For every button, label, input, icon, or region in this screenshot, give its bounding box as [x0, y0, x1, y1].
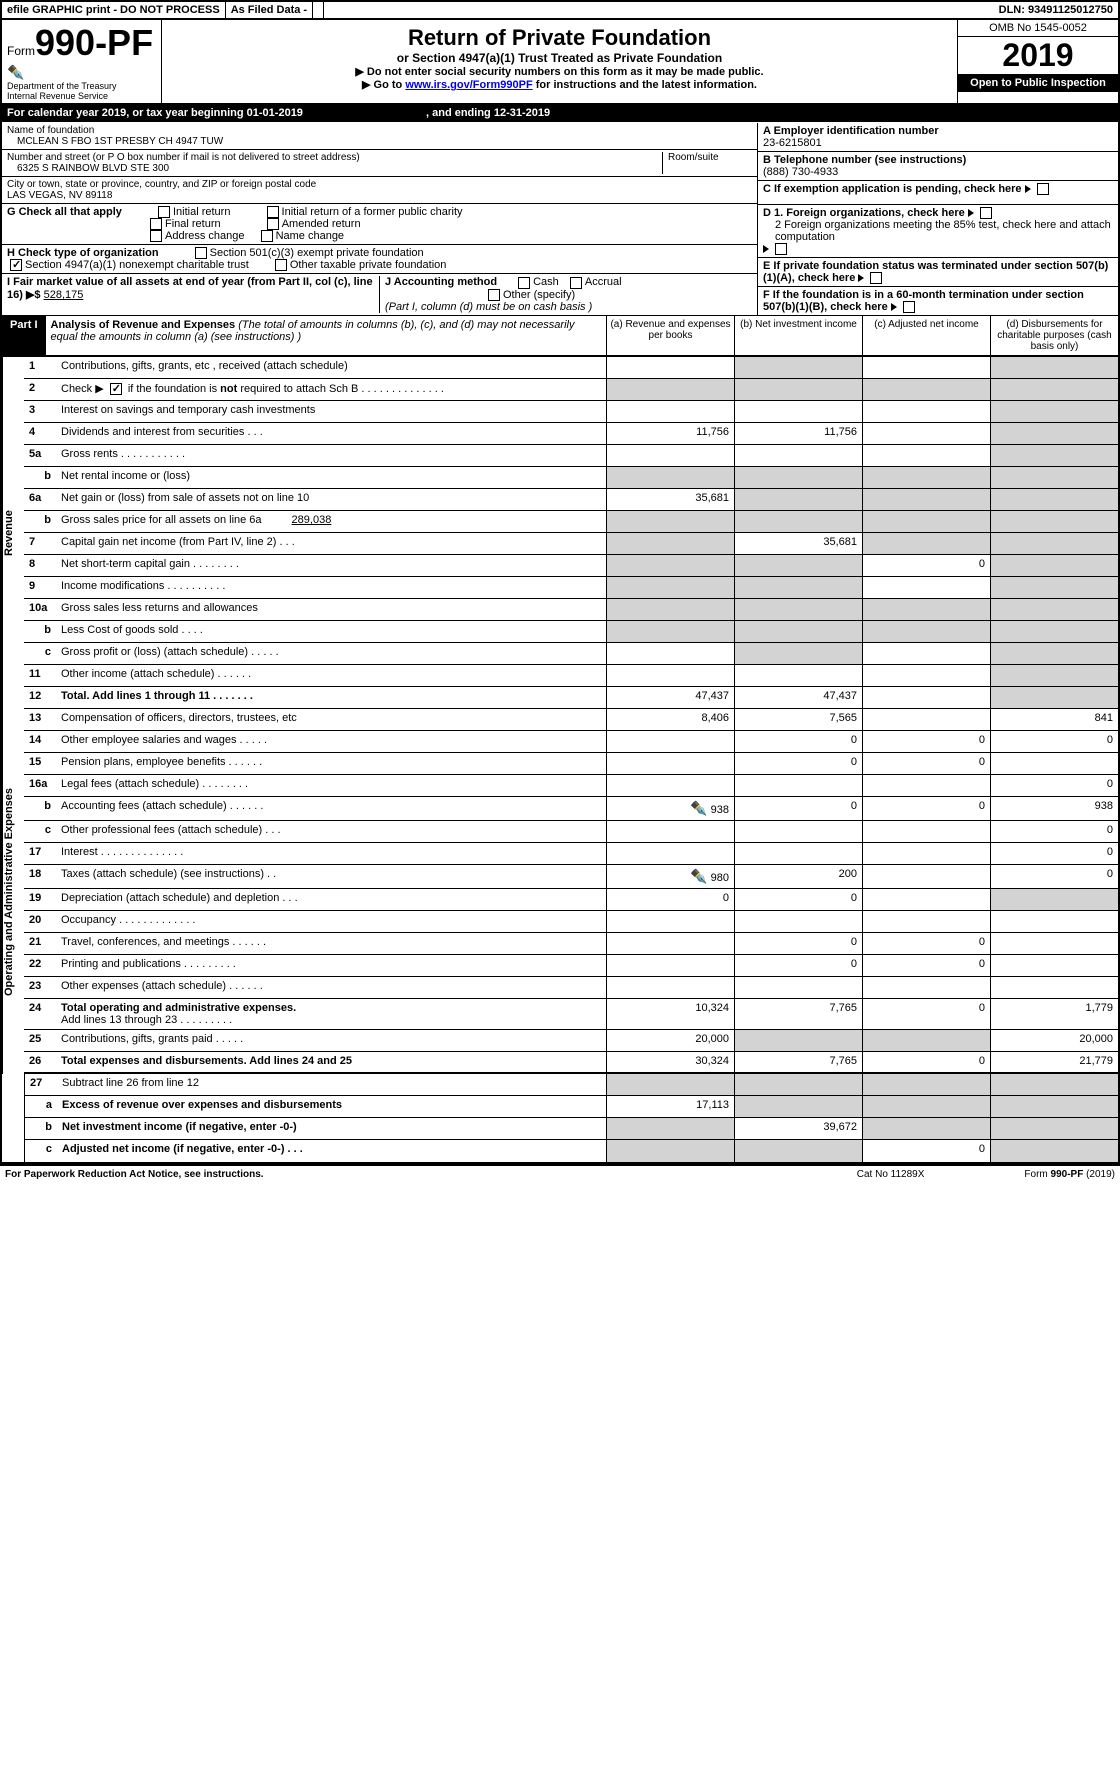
open-public-label: Open to Public Inspection — [958, 74, 1118, 92]
link-icon[interactable]: ✒️ — [7, 64, 156, 81]
col-b-header: (b) Net investment income — [734, 316, 862, 355]
top-banner: efile GRAPHIC print - DO NOT PROCESS As … — [2, 2, 1118, 20]
phone: (888) 730-4933 — [763, 166, 1113, 178]
addr-change-checkbox[interactable] — [150, 230, 162, 242]
tax-year: 2019 — [958, 37, 1118, 74]
expenses-side-label: Operating and Administrative Expenses — [2, 709, 24, 1074]
info-grid: Name of foundation MCLEAN S FBO 1ST PRES… — [2, 123, 1118, 316]
irs-label: Internal Revenue Service — [7, 91, 156, 101]
501c3-checkbox[interactable] — [195, 247, 207, 259]
main-title: Return of Private Foundation — [167, 25, 952, 51]
60month-checkbox[interactable] — [903, 301, 915, 313]
omb-number: OMB No 1545-0052 — [958, 20, 1118, 37]
ein: 23-6215801 — [763, 137, 1113, 149]
irs-link[interactable]: www.irs.gov/Form990PF — [405, 79, 532, 91]
phone-row: B Telephone number (see instructions) (8… — [758, 152, 1118, 181]
terminated-row: E If private foundation status was termi… — [758, 258, 1118, 287]
efile-notice: efile GRAPHIC print - DO NOT PROCESS — [2, 2, 226, 18]
foreign-85-checkbox[interactable] — [775, 243, 787, 255]
revenue-side-label: Revenue — [2, 357, 24, 709]
terminated-checkbox[interactable] — [870, 272, 882, 284]
paperwork-notice: For Paperwork Reduction Act Notice, see … — [5, 1169, 857, 1180]
col-d-header: (d) Disbursements for charitable purpose… — [990, 316, 1118, 355]
name-change-checkbox[interactable] — [261, 230, 273, 242]
form-container: efile GRAPHIC print - DO NOT PROCESS As … — [0, 0, 1120, 1164]
form-prefix: Form — [7, 44, 35, 58]
part1-desc: Analysis of Revenue and Expenses (The to… — [46, 316, 606, 355]
title-block: Return of Private Foundation or Section … — [162, 20, 958, 103]
col-c-header: (c) Adjusted net income — [862, 316, 990, 355]
city-row: City or town, state or province, country… — [2, 177, 757, 204]
cat-no: Cat No 11289X — [857, 1169, 925, 1180]
year-block: OMB No 1545-0052 2019 Open to Public Ins… — [958, 20, 1118, 103]
city: LAS VEGAS, NV 89118 — [7, 190, 752, 201]
sub-title: or Section 4947(a)(1) Trust Treated as P… — [167, 51, 952, 65]
final-return-checkbox[interactable] — [150, 218, 162, 230]
instruction-2: ▶ Go to www.irs.gov/Form990PF for instru… — [167, 78, 952, 91]
part1-label: Part I — [2, 316, 46, 355]
fmv-value: 528,175 — [44, 289, 84, 301]
dln-label: DLN: 93491125012750 — [994, 2, 1118, 18]
foundation-name: MCLEAN S FBO 1ST PRESBY CH 4947 TUW — [7, 136, 752, 147]
4947-checkbox[interactable] — [10, 259, 22, 271]
check-g-row: G Check all that apply Initial return In… — [2, 204, 757, 245]
ein-row: A Employer identification number 23-6215… — [758, 123, 1118, 152]
dept-label: Department of the Treasury — [7, 81, 156, 91]
other-taxable-checkbox[interactable] — [275, 259, 287, 271]
address: 6325 S RAINBOW BLVD STE 300 — [7, 163, 662, 174]
asfiled-label: As Filed Data - — [226, 2, 313, 18]
part1-header-row: Part I Analysis of Revenue and Expenses … — [2, 316, 1118, 357]
foundation-name-row: Name of foundation MCLEAN S FBO 1ST PRES… — [2, 123, 757, 150]
footer-row: For Paperwork Reduction Act Notice, see … — [0, 1164, 1120, 1183]
line27-section: 27Subtract line 26 from line 12 aExcess … — [24, 1074, 1118, 1162]
address-row: Number and street (or P O box number if … — [2, 150, 757, 177]
right-info-col: A Employer identification number 23-6215… — [758, 123, 1118, 315]
form-block: Form990-PF ✒️ Department of the Treasury… — [2, 20, 162, 103]
schb-checkbox[interactable] — [110, 383, 122, 395]
header-row: Form990-PF ✒️ Department of the Treasury… — [2, 20, 1118, 104]
expenses-section: Operating and Administrative Expenses 13… — [2, 709, 1118, 1074]
calendar-year-row: For calendar year 2019, or tax year begi… — [2, 104, 1118, 123]
initial-former-checkbox[interactable] — [267, 206, 279, 218]
foreign-checkbox[interactable] — [980, 207, 992, 219]
revenue-section: Revenue 1Contributions, gifts, grants, e… — [2, 357, 1118, 709]
form-number: 990-PF — [35, 22, 153, 63]
amended-return-checkbox[interactable] — [267, 218, 279, 230]
other-method-checkbox[interactable] — [488, 289, 500, 301]
check-ij-row: I Fair market value of all assets at end… — [2, 274, 757, 314]
cash-checkbox[interactable] — [518, 277, 530, 289]
left-info-col: Name of foundation MCLEAN S FBO 1ST PRES… — [2, 123, 758, 315]
accrual-checkbox[interactable] — [570, 277, 582, 289]
exemption-checkbox[interactable] — [1037, 183, 1049, 195]
instruction-1: ▶ Do not enter social security numbers o… — [167, 65, 952, 78]
col-a-header: (a) Revenue and expenses per books — [606, 316, 734, 355]
foreign-row: D 1. Foreign organizations, check here 2… — [758, 205, 1118, 258]
exemption-row: C If exemption application is pending, c… — [758, 181, 1118, 205]
form-ref: Form 990-PF (2019) — [1024, 1169, 1115, 1180]
60month-row: F If the foundation is in a 60-month ter… — [758, 287, 1118, 315]
attach-icon[interactable]: ✒️ — [690, 800, 707, 816]
attach-icon-2[interactable]: ✒️ — [690, 868, 707, 884]
initial-return-checkbox[interactable] — [158, 206, 170, 218]
check-h-row: H Check type of organization Section 501… — [2, 245, 757, 274]
